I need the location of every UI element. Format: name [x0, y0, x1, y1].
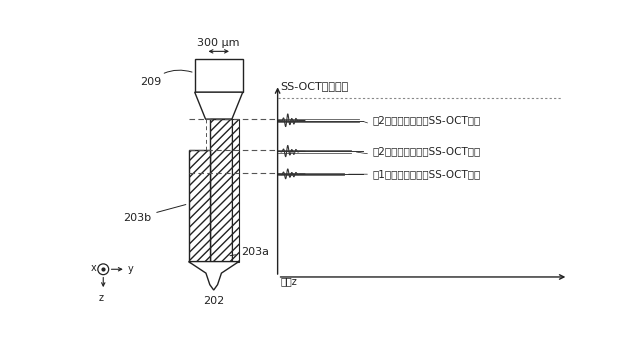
Text: 203a: 203a: [230, 246, 269, 257]
Text: z: z: [99, 293, 104, 303]
Text: 第2シート材からのSS-OCT信号: 第2シート材からのSS-OCT信号: [364, 116, 481, 126]
Text: 第2シート材からのSS-OCT信号: 第2シート材からのSS-OCT信号: [356, 146, 481, 157]
Polygon shape: [195, 59, 243, 92]
Text: 202: 202: [203, 296, 224, 306]
Text: 209: 209: [140, 70, 192, 87]
Polygon shape: [189, 150, 210, 261]
Polygon shape: [232, 119, 239, 261]
Polygon shape: [195, 92, 243, 119]
Text: x: x: [90, 263, 96, 273]
Text: 位置z: 位置z: [281, 276, 298, 286]
Text: 第1シート材からのSS-OCT信号: 第1シート材からのSS-OCT信号: [349, 169, 481, 179]
Polygon shape: [210, 119, 232, 261]
Text: 203b: 203b: [123, 205, 186, 223]
Text: SS-OCT信号強度: SS-OCT信号強度: [281, 81, 349, 91]
Polygon shape: [189, 261, 239, 290]
Text: 300 μm: 300 μm: [198, 38, 240, 48]
Text: y: y: [128, 264, 134, 274]
